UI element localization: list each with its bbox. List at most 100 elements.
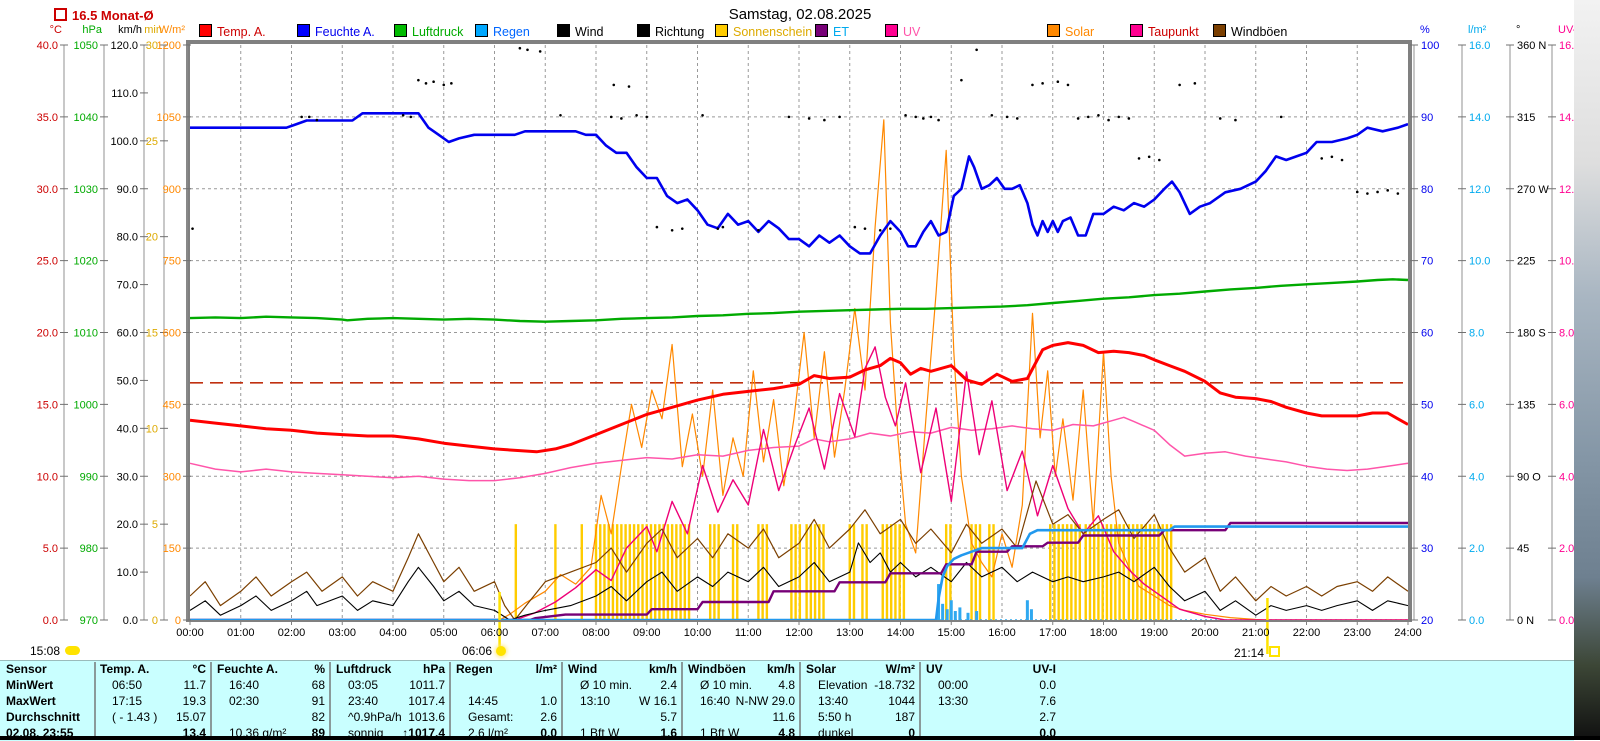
- current-time-label: 15:08: [30, 644, 81, 658]
- svg-text:360 N: 360 N: [1517, 40, 1546, 52]
- table-cell: 1.0: [540, 694, 557, 708]
- table-cell: 02:30: [229, 694, 260, 708]
- table-cell: 2.4: [660, 678, 677, 692]
- svg-text:km/h: km/h: [118, 24, 142, 36]
- series-uv: [190, 346, 1408, 621]
- table-cell: 06:50: [112, 678, 143, 692]
- series-color-swatch: [1130, 24, 1143, 37]
- table-cell: 1017.4: [408, 694, 445, 708]
- svg-text:600: 600: [163, 328, 181, 340]
- monthly-average-label: 16.5 Monat-Ø: [54, 8, 154, 23]
- svg-text:1030: 1030: [74, 184, 98, 196]
- table-cell: 82: [311, 710, 325, 724]
- table-cell: Elevation: [818, 678, 868, 692]
- svg-text:300: 300: [163, 471, 181, 483]
- svg-text:10.0: 10.0: [37, 471, 58, 483]
- svg-text:750: 750: [163, 256, 181, 268]
- table-cell: 19.3: [182, 694, 206, 708]
- svg-text:16:00: 16:00: [988, 627, 1016, 639]
- table-cell: 11.6: [772, 710, 795, 724]
- svg-text:11:00: 11:00: [735, 627, 762, 639]
- svg-text:1020: 1020: [74, 256, 98, 268]
- series-color-swatch: [557, 24, 570, 37]
- svg-text:0: 0: [152, 615, 158, 627]
- svg-text:16.0: 16.0: [1469, 40, 1490, 52]
- legend-item-taupunkt: Taupunkt: [1130, 24, 1199, 39]
- series-color-swatch: [815, 24, 828, 37]
- svg-text:14.0: 14.0: [1469, 112, 1490, 124]
- table-cell: 13:40: [818, 694, 849, 708]
- svg-text:l/m²: l/m²: [1468, 24, 1487, 36]
- table-cell: W 16.1: [638, 694, 677, 708]
- legend-item-uv: UV: [885, 24, 920, 39]
- svg-text:70.0: 70.0: [117, 280, 138, 292]
- table-cell: ^0.9hPa/h: [348, 710, 402, 724]
- svg-text:20.0: 20.0: [37, 328, 58, 340]
- series-et: [190, 521, 1408, 622]
- svg-text:60: 60: [1421, 328, 1433, 340]
- svg-text:24:00: 24:00: [1394, 627, 1422, 639]
- table-cell: Ø 10 min.: [580, 678, 633, 692]
- series-regen-summe: [190, 525, 1408, 622]
- table-cell: 03:05: [348, 678, 379, 692]
- series-luftdruck: [189, 278, 1409, 323]
- series-windb-en: [189, 480, 1409, 621]
- svg-text:10: 10: [146, 423, 158, 435]
- table-cell: 11.7: [183, 678, 206, 692]
- series-color-swatch: [199, 24, 212, 37]
- series-taupunkt: [189, 416, 1409, 482]
- svg-text:900: 900: [163, 184, 181, 196]
- series-temp-a-: [189, 341, 1409, 454]
- legend-item-windb-en: Windböen: [1213, 24, 1287, 39]
- table-column-divider: [919, 662, 921, 740]
- table-cell: 17:15: [112, 694, 143, 708]
- series-color-swatch: [715, 24, 728, 37]
- table-cell: ( - 1.43 ): [112, 710, 158, 724]
- svg-text:8.0: 8.0: [1559, 328, 1574, 340]
- table-cell: 16:40: [700, 694, 731, 708]
- svg-text:12:00: 12:00: [785, 627, 813, 639]
- series-feuchte-a-: [190, 112, 1409, 255]
- table-cell: Durchschnitt: [6, 710, 81, 724]
- svg-text:05:00: 05:00: [430, 627, 458, 639]
- table-cell: 23:40: [348, 694, 379, 708]
- table-cell: Solar: [806, 662, 837, 676]
- table-cell: MaxWert: [6, 694, 56, 708]
- table-cell: 13:10: [580, 694, 611, 708]
- table-cell: UV: [926, 662, 943, 676]
- stats-table: [0, 660, 1574, 741]
- table-cell: 4.8: [778, 678, 795, 692]
- svg-text:20:00: 20:00: [1191, 627, 1219, 639]
- svg-text:8.0: 8.0: [1469, 328, 1484, 340]
- svg-text:1040: 1040: [74, 112, 98, 124]
- svg-text:1200: 1200: [157, 40, 181, 52]
- table-cell: 2.7: [1039, 710, 1056, 724]
- svg-text:06:00: 06:00: [481, 627, 509, 639]
- legend-item-richtung: Richtung: [637, 24, 704, 39]
- table-cell: 1011.7: [409, 678, 445, 692]
- svg-text:15.0: 15.0: [37, 399, 58, 411]
- table-cell: Windböen: [688, 662, 746, 676]
- svg-text:270 W: 270 W: [1517, 184, 1549, 196]
- svg-text:1000: 1000: [74, 399, 98, 411]
- table-column-divider: [799, 662, 801, 740]
- table-cell: 13:30: [938, 694, 969, 708]
- svg-text:150: 150: [163, 543, 181, 555]
- table-cell: UV-I: [1032, 662, 1056, 676]
- svg-text:6.0: 6.0: [1469, 399, 1484, 411]
- svg-text:1010: 1010: [74, 328, 98, 340]
- legend-item-luftdruck: Luftdruck: [394, 24, 463, 39]
- svg-text:01:00: 01:00: [227, 627, 255, 639]
- table-cell: 5.7: [660, 710, 677, 724]
- table-cell: 187: [894, 710, 915, 724]
- svg-text:21:00: 21:00: [1242, 627, 1270, 639]
- svg-text:40.0: 40.0: [37, 40, 58, 52]
- svg-text:14:00: 14:00: [887, 627, 915, 639]
- table-cell: 15.07: [175, 710, 206, 724]
- svg-text:20.0: 20.0: [117, 519, 138, 531]
- svg-text:0.0: 0.0: [1559, 615, 1574, 627]
- svg-text:135: 135: [1517, 399, 1535, 411]
- svg-text:70: 70: [1421, 256, 1433, 268]
- svg-text:2.0: 2.0: [1469, 543, 1484, 555]
